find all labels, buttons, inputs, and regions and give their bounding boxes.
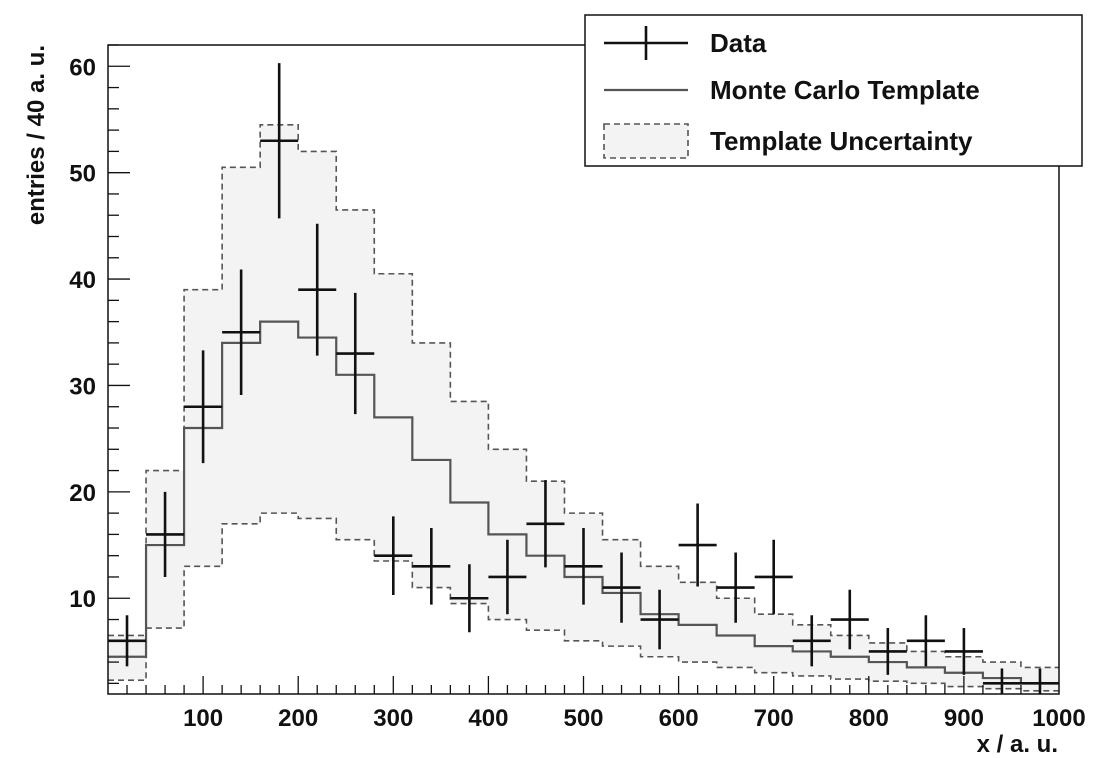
y-tick-label: 60 [69, 54, 96, 81]
y-tick-label: 10 [69, 586, 96, 613]
x-tick-label: 700 [754, 705, 794, 732]
data-point [640, 589, 679, 650]
data-point [678, 503, 717, 587]
x-tick-label: 800 [849, 705, 889, 732]
legend-entry-uncertainty: Template Uncertainty [710, 126, 973, 156]
data-point [830, 589, 869, 650]
uncertainty-band-lower [108, 512, 1059, 692]
legend-entry-template: Monte Carlo Template [710, 75, 980, 105]
data-point [906, 615, 945, 667]
data-point [868, 628, 907, 675]
data-point [412, 528, 451, 605]
legend-entry-data: Data [710, 28, 767, 58]
x-tick-label: 1000 [1032, 705, 1085, 732]
y-tick-label: 20 [69, 480, 96, 507]
uncertainty-band-layer [108, 123, 1059, 692]
data-point [184, 350, 223, 464]
data-point [222, 269, 261, 396]
data-point [450, 564, 489, 633]
y-axis-label: entries / 40 a. u. [23, 45, 50, 225]
legend-band-symbol [603, 123, 689, 159]
x-axis-ticks: 100 200 300 400 500 600 700 800 900 1000 [126, 676, 1086, 732]
x-tick-label: 900 [944, 705, 984, 732]
data-point [602, 552, 641, 623]
data-point [564, 528, 603, 605]
data-point [944, 628, 983, 675]
data-points-layer [108, 63, 1059, 694]
y-tick-label: 40 [69, 267, 96, 294]
uncertainty-band-upper [108, 123, 1059, 669]
legend-data-symbol [604, 26, 688, 60]
x-tick-label: 300 [373, 705, 413, 732]
x-tick-label: 100 [183, 705, 223, 732]
data-point [336, 292, 375, 415]
x-tick-label: 400 [468, 705, 508, 732]
y-tick-label: 30 [69, 373, 96, 400]
legend: Data Monte Carlo Template Template Uncer… [584, 14, 1083, 167]
data-point [754, 539, 793, 615]
data-point [716, 552, 755, 623]
data-point [488, 539, 527, 615]
y-tick-label: 50 [69, 161, 96, 188]
uncertainty-band-fill [108, 124, 1059, 691]
x-tick-label: 200 [278, 705, 318, 732]
data-point [298, 223, 337, 356]
data-point [260, 63, 299, 219]
data-point [146, 491, 185, 577]
x-tick-label: 600 [659, 705, 699, 732]
data-point [374, 516, 413, 596]
y-axis-ticks: 10 20 30 40 50 60 [69, 44, 130, 685]
x-axis-label: x / a. u. [977, 731, 1058, 758]
x-tick-label: 500 [563, 705, 603, 732]
data-point [526, 480, 565, 568]
data-point [792, 615, 831, 667]
